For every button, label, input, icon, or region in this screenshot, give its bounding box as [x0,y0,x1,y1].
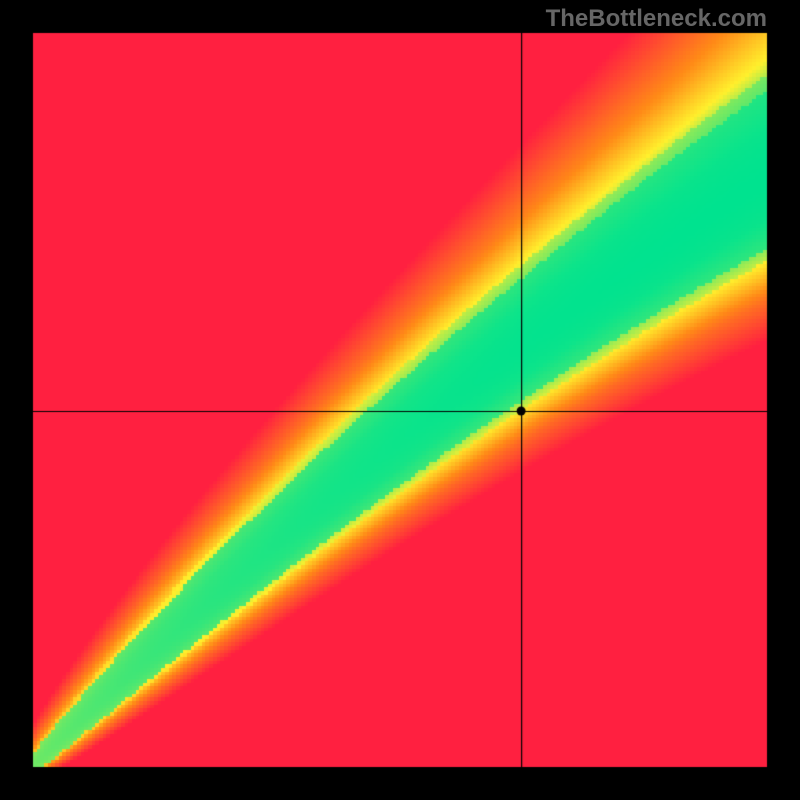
watermark-text: TheBottleneck.com [546,5,767,33]
chart-container: TheBottleneck.com [0,0,800,800]
bottleneck-heatmap [0,0,800,800]
